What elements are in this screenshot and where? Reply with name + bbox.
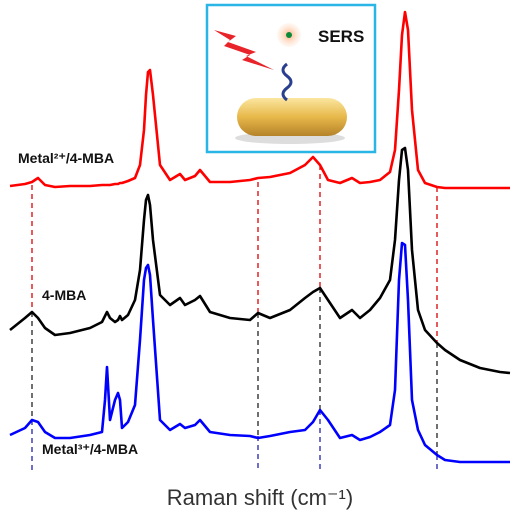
traces (9, 10, 511, 464)
series-label: Metal³⁺/4-MBA (42, 441, 138, 457)
molecule (281, 62, 293, 102)
x-axis-label: Raman shift (cm⁻¹) (167, 485, 353, 510)
inset: SERS (205, 3, 377, 154)
inset-label: SERS (318, 27, 364, 46)
laser-bolt (214, 30, 274, 70)
series-label: 4-MBA (42, 287, 86, 303)
molecule-core (286, 32, 292, 38)
spectrum-line (9, 241, 510, 464)
spectrum-line (9, 146, 511, 375)
spectrum-line (9, 10, 510, 190)
reference-lines (31, 165, 438, 470)
nanorod (237, 98, 347, 136)
series-label: Metal²⁺/4-MBA (18, 150, 114, 166)
